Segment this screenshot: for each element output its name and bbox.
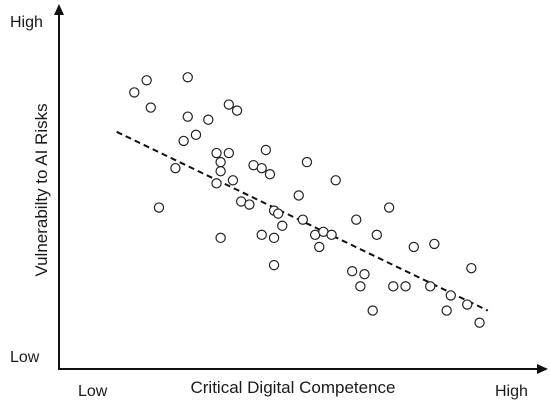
data-point	[462, 299, 473, 310]
x-axis-title: Critical Digital Competence	[190, 378, 395, 397]
data-point	[223, 147, 235, 159]
data-point	[297, 214, 309, 225]
data-point	[346, 265, 358, 277]
data-point	[383, 202, 395, 213]
data-point	[326, 229, 337, 241]
data-point	[268, 259, 280, 271]
data-point	[441, 305, 452, 316]
y-axis-arrow-icon	[54, 4, 64, 15]
y-axis-title: Vulnerabilty to AI Risks	[32, 103, 51, 276]
data-point	[231, 105, 243, 116]
x-axis-arrow-icon	[537, 364, 548, 374]
y-tick-label-high: High	[10, 14, 43, 31]
data-point	[264, 169, 276, 180]
data-point	[190, 129, 202, 141]
data-point	[244, 199, 255, 210]
y-tick-label-low: Low	[10, 349, 40, 366]
data-point	[330, 175, 341, 186]
data-point	[272, 208, 284, 219]
data-point	[256, 229, 267, 241]
data-point	[408, 241, 419, 253]
data-points	[129, 72, 485, 328]
data-point	[182, 72, 193, 83]
data-point	[260, 144, 272, 156]
data-point	[388, 281, 399, 292]
data-point	[211, 147, 222, 159]
data-point	[182, 111, 193, 122]
data-point	[215, 156, 226, 168]
data-point	[215, 165, 226, 177]
data-point	[474, 317, 485, 328]
data-point	[215, 232, 226, 244]
data-point	[227, 175, 239, 186]
data-point	[355, 281, 366, 292]
data-point	[445, 290, 456, 301]
data-point	[371, 229, 383, 241]
data-point	[203, 114, 214, 125]
data-point	[301, 156, 313, 168]
x-tick-label-high: High	[495, 383, 528, 400]
data-point	[145, 102, 156, 113]
data-point	[400, 281, 411, 292]
data-point	[351, 214, 362, 225]
data-point	[367, 305, 378, 316]
data-point	[359, 269, 370, 280]
data-point	[129, 87, 140, 98]
data-point	[223, 99, 235, 110]
data-point	[170, 162, 181, 174]
data-point	[178, 135, 189, 147]
data-point	[141, 75, 152, 86]
axes	[54, 4, 548, 374]
data-point	[153, 202, 165, 213]
data-point	[425, 281, 436, 292]
data-point	[466, 262, 477, 274]
x-tick-label-low: Low	[78, 383, 108, 400]
data-point	[277, 220, 288, 231]
data-point	[429, 238, 440, 250]
data-point	[268, 232, 280, 244]
data-point	[314, 241, 325, 253]
data-point	[256, 162, 267, 174]
data-point	[293, 190, 304, 201]
data-point	[211, 178, 222, 189]
